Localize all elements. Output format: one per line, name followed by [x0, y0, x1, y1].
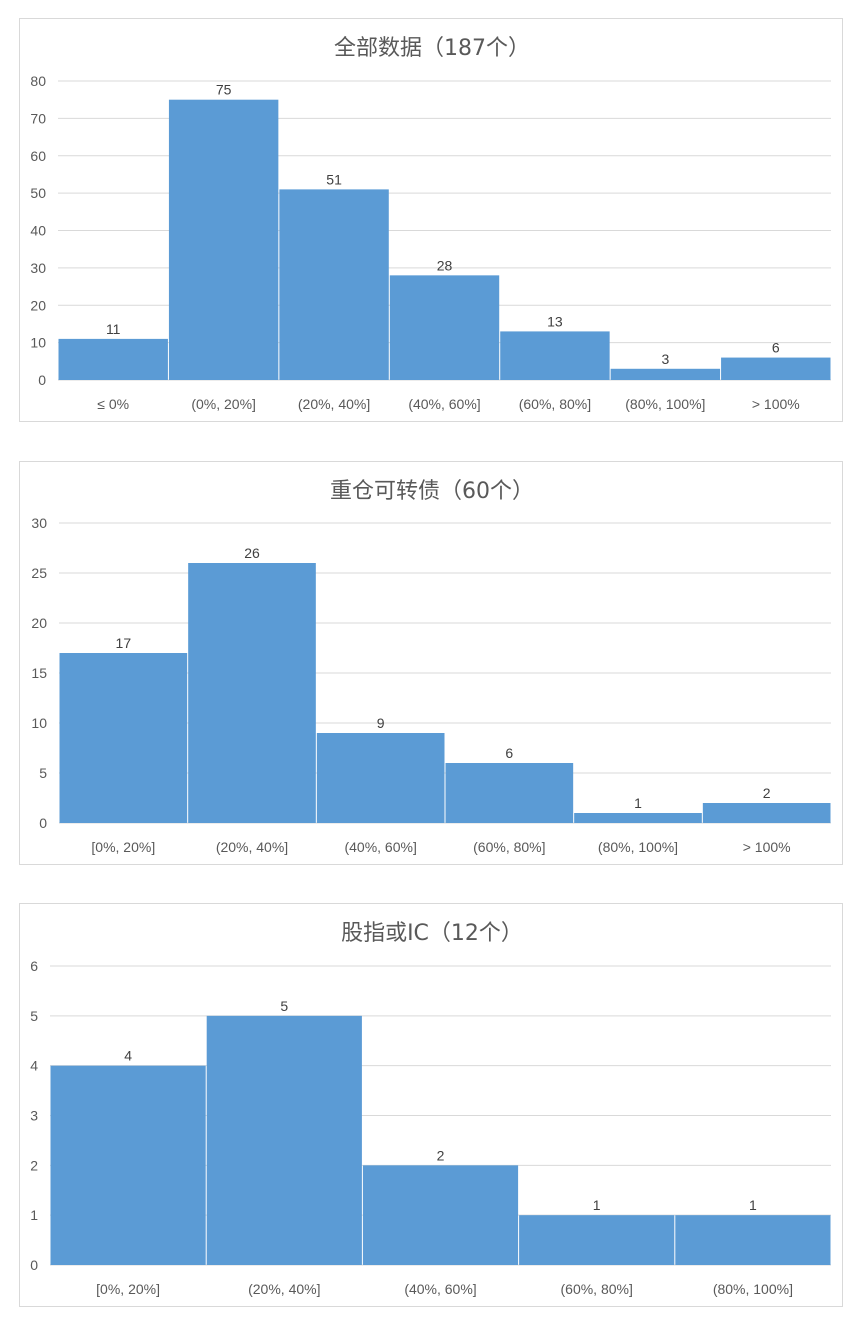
data-label: 6: [772, 340, 780, 356]
x-tick-label: [0%, 20%]: [96, 1281, 160, 1297]
chart-panel-all-data: 全部数据（187个） 0 10 20 30 40 50 60 70 80 11 ≤ 0% 75 (0%,…: [19, 18, 843, 422]
chart-title: 全部数据（187个）: [334, 36, 530, 61]
chart-title: 重仓可转债（60个）: [330, 479, 534, 504]
data-label: 6: [505, 745, 513, 761]
y-tick-label: 15: [31, 665, 47, 681]
x-tick-label: ≤ 0%: [97, 396, 129, 412]
histogram-bar: [445, 763, 574, 823]
data-label: 13: [547, 313, 563, 329]
y-tick-label: 1: [30, 1207, 38, 1223]
x-tick-label: (0%, 20%]: [191, 396, 256, 412]
histogram-bar: [59, 653, 188, 823]
y-tick-label: 25: [31, 565, 47, 581]
y-tick-label: 40: [30, 223, 46, 239]
x-tick-label: (20%, 40%]: [248, 1281, 320, 1297]
x-tick-label: (60%, 80%]: [519, 396, 591, 412]
y-tick-label: 10: [31, 715, 47, 731]
data-label: 2: [437, 1147, 445, 1163]
y-tick-label: 4: [30, 1058, 38, 1074]
histogram-bar: [574, 813, 702, 823]
y-tick-label: 5: [30, 1008, 38, 1024]
histogram-bar: [362, 1165, 519, 1265]
data-label: 51: [326, 171, 342, 187]
chart-panel-heavy-convertible: 重仓可转债（60个） 0 5 10 15 20 25 30 17 [0%, 20%] 26 (20%…: [19, 461, 843, 865]
histogram-bar: [50, 1065, 206, 1265]
data-label: 17: [116, 635, 132, 651]
x-tick-label: (60%, 80%]: [473, 839, 545, 855]
data-label: 28: [437, 257, 453, 273]
histogram-bar: [702, 803, 831, 823]
histogram-bar: [389, 275, 500, 380]
histogram-bar: [500, 331, 610, 380]
histogram-bar: [188, 563, 316, 823]
y-tick-label: 70: [30, 110, 46, 126]
histogram-bar: [610, 368, 721, 380]
x-tick-label: (80%, 100%]: [713, 1281, 793, 1297]
x-tick-label: [0%, 20%]: [91, 839, 155, 855]
data-label: 1: [749, 1197, 757, 1213]
x-tick-label: (80%, 100%]: [625, 396, 705, 412]
x-tick-label: (40%, 60%]: [344, 839, 416, 855]
y-tick-label: 6: [30, 958, 38, 974]
histogram-bar: [206, 1015, 362, 1265]
histogram-bar: [168, 99, 279, 380]
chart-title: 股指或IC（12个）: [341, 921, 523, 946]
x-tick-label: > 100%: [743, 839, 791, 855]
y-tick-label: 60: [30, 148, 46, 164]
data-label: 26: [244, 545, 260, 561]
data-label: 3: [661, 351, 669, 367]
x-tick-label: (40%, 60%]: [408, 396, 480, 412]
histogram-bar: [316, 733, 445, 823]
histogram-bar: [721, 357, 831, 380]
y-tick-label: 80: [30, 73, 46, 89]
y-tick-label: 10: [30, 335, 46, 351]
data-label: 4: [124, 1048, 132, 1064]
y-tick-label: 0: [39, 815, 47, 831]
histogram-chart: 股指或IC（12个） 0 1 2 3 4 5 6 4 [0%, 20%] 5 (20%, 40%] 2…: [30, 921, 831, 1297]
x-tick-label: (80%, 100%]: [598, 839, 678, 855]
y-tick-label: 30: [30, 260, 46, 276]
data-label: 1: [634, 795, 642, 811]
histogram-bar: [58, 338, 168, 380]
y-tick-label: 0: [30, 1257, 38, 1273]
y-tick-label: 3: [30, 1108, 38, 1124]
histogram-bar: [519, 1215, 675, 1265]
data-label: 75: [216, 82, 232, 98]
chart-panel-index-ic: 股指或IC（12个） 0 1 2 3 4 5 6 4 [0%, 20%] 5 (20%, 40%] 2…: [19, 903, 843, 1307]
y-tick-label: 20: [30, 297, 46, 313]
x-tick-label: (40%, 60%]: [404, 1281, 476, 1297]
y-tick-label: 50: [30, 185, 46, 201]
histogram-chart: 全部数据（187个） 0 10 20 30 40 50 60 70 80 11 ≤ 0% 75 (0%,…: [30, 36, 831, 412]
y-tick-label: 30: [31, 515, 47, 531]
data-label: 1: [593, 1197, 601, 1213]
y-tick-label: 5: [39, 765, 47, 781]
x-tick-label: (20%, 40%]: [216, 839, 288, 855]
y-tick-label: 20: [31, 615, 47, 631]
data-label: 9: [377, 715, 385, 731]
x-tick-label: (20%, 40%]: [298, 396, 370, 412]
data-label: 11: [106, 321, 121, 337]
x-tick-label: > 100%: [752, 396, 800, 412]
y-tick-label: 2: [30, 1157, 38, 1173]
histogram-bar: [279, 189, 389, 380]
x-tick-label: (60%, 80%]: [561, 1281, 633, 1297]
data-label: 5: [280, 998, 288, 1014]
data-label: 2: [763, 785, 771, 801]
y-tick-label: 0: [38, 372, 46, 388]
histogram-bar: [675, 1215, 831, 1265]
